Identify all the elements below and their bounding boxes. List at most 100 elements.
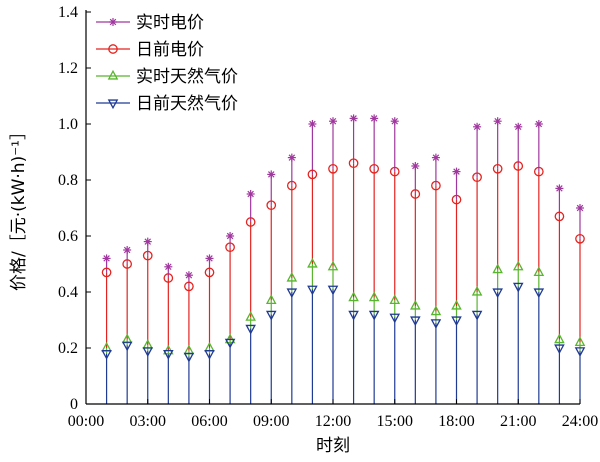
marker-series-2-12 <box>328 163 338 174</box>
marker-series-2-21 <box>513 161 524 171</box>
marker-series-4-10 <box>286 288 298 299</box>
x-tick-label: 12:00 <box>315 413 351 430</box>
legend-label: 日前电价 <box>136 40 204 60</box>
marker-series-4-21 <box>512 282 524 293</box>
marker-series-2-6 <box>204 267 215 278</box>
marker-series-3-15 <box>389 294 401 304</box>
marker-series-3-14 <box>368 291 380 302</box>
marker-series-3-21 <box>512 260 524 271</box>
marker-series-2-2 <box>122 259 133 269</box>
marker-series-4-23 <box>554 344 565 355</box>
marker-series-1-18 <box>452 167 461 176</box>
legend-marker-triangle-down <box>107 99 119 110</box>
marker-series-3-4 <box>163 344 174 355</box>
marker-series-1-21 <box>514 122 523 131</box>
ticks-layer: 00:00 03:00 06:00 09:00 12:00 15:00 18:00 21:00… <box>58 4 598 430</box>
legend-marker-star <box>109 18 117 26</box>
marker-series-2-1 <box>101 267 112 278</box>
marker-series-2-23 <box>554 211 565 222</box>
marker-series-4-8 <box>245 324 256 335</box>
marker-series-1-13 <box>349 114 358 123</box>
marker-series-1-6 <box>205 254 214 263</box>
marker-series-4-4 <box>163 350 174 360</box>
legend-label: 实时天然气价 <box>136 67 238 87</box>
legend-item-1: 实时电价 <box>96 13 204 33</box>
y-tick-label: 0.6 <box>58 228 78 245</box>
legend-label: 实时电价 <box>136 13 204 33</box>
y-tick-label: 0.4 <box>58 284 78 301</box>
legend-item-4: 日前天然气价 <box>96 94 238 114</box>
stems-layer <box>105 118 581 404</box>
marker-series-1-2 <box>123 246 132 254</box>
marker-series-2-22 <box>533 166 544 177</box>
x-tick-label: 09:00 <box>253 413 289 430</box>
marker-series-4-13 <box>348 310 359 321</box>
marker-series-3-13 <box>348 291 359 302</box>
marker-series-1-12 <box>329 117 337 126</box>
marker-series-2-5 <box>184 281 194 292</box>
marker-series-4-19 <box>471 310 483 321</box>
marker-series-3-17 <box>430 305 442 316</box>
marker-series-4-12 <box>327 285 339 296</box>
marker-series-2-3 <box>142 250 153 261</box>
marker-series-1-20 <box>493 117 502 126</box>
marker-series-1-22 <box>534 120 543 128</box>
marker-series-4-3 <box>142 347 154 357</box>
markers-layer <box>101 114 586 363</box>
marker-series-1-11 <box>308 120 317 128</box>
x-tick-label: 06:00 <box>191 413 227 430</box>
marker-series-4-22 <box>533 288 545 299</box>
x-tick-label: 03:00 <box>130 413 166 430</box>
marker-series-2-20 <box>492 163 503 174</box>
marker-series-3-22 <box>533 266 545 276</box>
marker-series-2-13 <box>348 158 359 169</box>
marker-series-3-18 <box>451 299 462 310</box>
marker-series-4-5 <box>183 352 195 363</box>
marker-series-1-15 <box>390 117 399 126</box>
marker-series-1-16 <box>411 162 420 170</box>
marker-series-3-23 <box>554 333 565 344</box>
marker-series-2-7 <box>225 242 235 253</box>
marker-series-1-3 <box>143 237 152 246</box>
marker-series-3-8 <box>245 311 256 321</box>
marker-series-3-24 <box>574 336 586 346</box>
marker-series-1-23 <box>555 184 564 193</box>
marker-series-1-19 <box>473 122 482 131</box>
marker-series-2-14 <box>369 163 380 174</box>
marker-series-4-1 <box>101 350 112 360</box>
marker-series-2-18 <box>451 194 462 205</box>
marker-series-4-24 <box>574 347 586 357</box>
legend-item-3: 实时天然气价 <box>96 67 238 87</box>
marker-series-2-8 <box>245 217 256 227</box>
x-tick-label: 00:00 <box>68 413 104 430</box>
marker-series-4-20 <box>492 288 503 299</box>
marker-series-3-20 <box>492 263 503 274</box>
marker-series-1-9 <box>267 170 276 179</box>
x-tick-label: 18:00 <box>438 413 474 430</box>
legend-marker-triangle-up <box>107 69 119 80</box>
marker-series-1-10 <box>287 153 296 162</box>
marker-series-4-6 <box>204 350 215 360</box>
marker-series-2-17 <box>431 180 441 191</box>
marker-series-1-17 <box>431 153 440 162</box>
marker-series-1-14 <box>370 114 379 123</box>
marker-series-3-19 <box>471 285 483 296</box>
marker-series-4-11 <box>307 285 318 296</box>
marker-series-1-1 <box>102 254 111 263</box>
y-axis-title: 价格/［元·(kW·h)⁻¹］ <box>9 123 29 291</box>
y-tick-label: 1.0 <box>58 116 78 133</box>
marker-series-2-16 <box>410 189 421 199</box>
marker-series-2-15 <box>389 166 400 177</box>
marker-series-3-10 <box>286 271 298 282</box>
y-tick-label: 1.4 <box>58 4 78 21</box>
x-tick-label: 21:00 <box>500 413 536 430</box>
marker-series-2-9 <box>266 200 277 211</box>
marker-series-4-16 <box>410 316 421 327</box>
y-tick-label: 0 <box>70 396 78 413</box>
legend-marker-circle <box>108 44 118 54</box>
marker-series-4-2 <box>121 341 133 352</box>
y-tick-label: 1.2 <box>58 60 78 77</box>
